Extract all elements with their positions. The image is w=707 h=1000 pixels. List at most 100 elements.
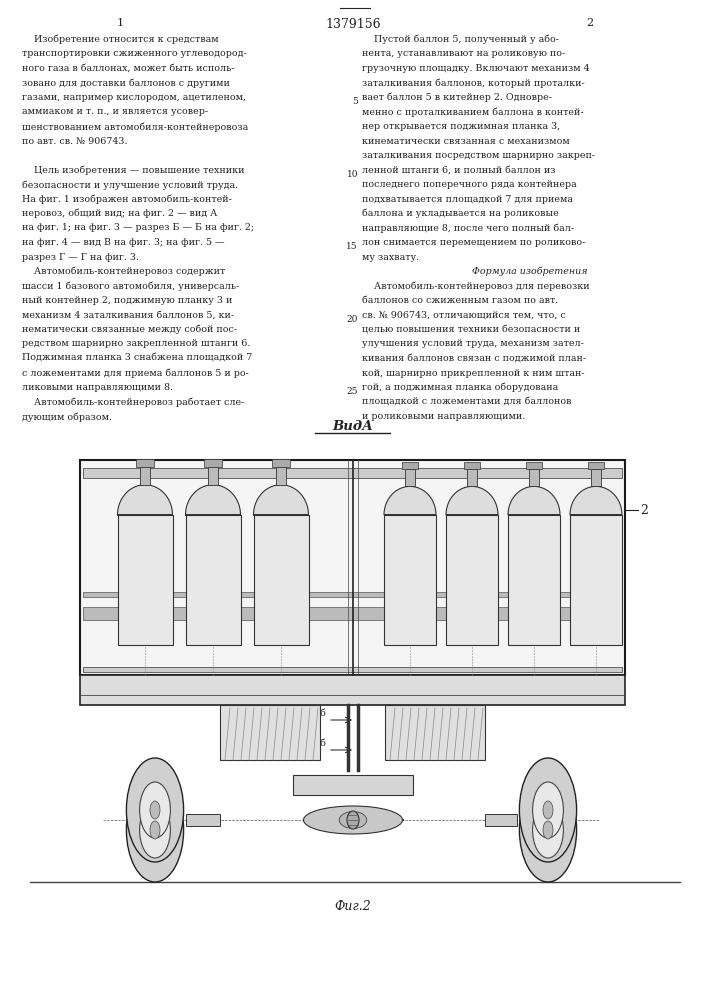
Bar: [140, 467, 150, 485]
Text: Автомобиль-контейнеровоз содержит: Автомобиль-контейнеровоз содержит: [22, 267, 226, 276]
Text: 1: 1: [117, 18, 124, 28]
Bar: [83, 592, 622, 597]
Ellipse shape: [127, 778, 184, 882]
Ellipse shape: [127, 758, 184, 862]
Ellipse shape: [139, 802, 170, 858]
Text: газами, например кислородом, ацетиленом,: газами, например кислородом, ацетиленом,: [22, 93, 246, 102]
Bar: [204, 459, 222, 467]
Text: аммиаком и т. п., и является усовер-: аммиаком и т. п., и является усовер-: [22, 107, 208, 116]
Text: последнего поперечного ряда контейнера: последнего поперечного ряда контейнера: [362, 180, 577, 189]
Bar: [254, 515, 308, 645]
Text: подхватывается площадкой 7 для приема: подхватывается площадкой 7 для приема: [362, 194, 573, 204]
Text: Изобретение относится к средствам: Изобретение относится к средствам: [22, 35, 218, 44]
Text: гой, а поджимная планка оборудована: гой, а поджимная планка оборудована: [362, 383, 559, 392]
Text: ленной штанги 6, и полный баллон из: ленной штанги 6, и полный баллон из: [362, 165, 556, 174]
Text: Пустой баллон 5, полученный у або-: Пустой баллон 5, полученный у або-: [362, 35, 559, 44]
Text: На фиг. 1 изображен автомобиль-контей-: На фиг. 1 изображен автомобиль-контей-: [22, 194, 232, 204]
Polygon shape: [446, 486, 498, 515]
Text: б: б: [319, 739, 325, 748]
Text: улучшения условий труда, механизм зател-: улучшения условий труда, механизм зател-: [362, 340, 584, 349]
Ellipse shape: [543, 821, 553, 839]
Text: зовано для доставки баллонов с другими: зовано для доставки баллонов с другими: [22, 79, 230, 88]
Bar: [83, 667, 622, 672]
Bar: [385, 705, 485, 760]
Ellipse shape: [139, 782, 170, 838]
Text: шенствованием автомобиля-контейнеровоза: шенствованием автомобиля-контейнеровоза: [22, 122, 248, 131]
Text: и роликовыми направляющими.: и роликовыми направляющими.: [362, 412, 525, 421]
Bar: [136, 459, 154, 467]
Text: на фиг. 1; на фиг. 3 — разрез Б — Б на фиг. 2;: на фиг. 1; на фиг. 3 — разрез Б — Б на ф…: [22, 224, 254, 232]
Text: вает баллон 5 в китейнер 2. Одновре-: вает баллон 5 в китейнер 2. Одновре-: [362, 93, 552, 103]
Text: б: б: [319, 709, 325, 718]
Bar: [508, 515, 560, 645]
Text: менно с проталкиванием баллона в контей-: менно с проталкиванием баллона в контей-: [362, 107, 583, 117]
Ellipse shape: [520, 778, 577, 882]
Text: заталкивания посредством шарнирно закреп-: заталкивания посредством шарнирно закреп…: [362, 151, 595, 160]
Ellipse shape: [532, 782, 563, 838]
Text: лон снимается перемещением по роликово-: лон снимается перемещением по роликово-: [362, 238, 585, 247]
Text: 25: 25: [346, 387, 358, 396]
Text: 20: 20: [346, 315, 358, 324]
Text: неровоз, общий вид; на фиг. 2 — вид А: неровоз, общий вид; на фиг. 2 — вид А: [22, 209, 217, 219]
Text: кинематически связанная с механизмом: кинематически связанная с механизмом: [362, 136, 570, 145]
Bar: [485, 814, 517, 826]
Text: транспортировки сжиженного углеводород-: транспортировки сжиженного углеводород-: [22, 49, 247, 58]
Text: механизм 4 заталкивания баллонов 5, ки-: механизм 4 заталкивания баллонов 5, ки-: [22, 310, 234, 320]
Text: ный контейнер 2, поджимную планку 3 и: ный контейнер 2, поджимную планку 3 и: [22, 296, 233, 305]
Bar: [220, 705, 320, 760]
Bar: [83, 607, 622, 620]
Bar: [80, 675, 625, 705]
Text: с ложементами для приема баллонов 5 и ро-: с ложементами для приема баллонов 5 и ро…: [22, 368, 249, 378]
Text: по авт. св. № 906743.: по авт. св. № 906743.: [22, 136, 127, 145]
Text: направляющие 8, после чего полный бал-: направляющие 8, после чего полный бал-: [362, 224, 574, 233]
Text: целью повышения техники безопасности и: целью повышения техники безопасности и: [362, 325, 580, 334]
Text: 1379156: 1379156: [325, 18, 381, 31]
Bar: [293, 775, 413, 795]
Polygon shape: [254, 485, 308, 515]
Bar: [83, 468, 622, 478]
Ellipse shape: [150, 821, 160, 839]
Text: Автомобиль-контейнеровоз работает сле-: Автомобиль-контейнеровоз работает сле-: [22, 397, 245, 407]
Ellipse shape: [543, 801, 553, 819]
Text: кой, шарнирно прикрепленной к ним штан-: кой, шарнирно прикрепленной к ним штан-: [362, 368, 585, 377]
Text: нента, устанавливают на роликовую по-: нента, устанавливают на роликовую по-: [362, 49, 566, 58]
Bar: [186, 814, 220, 826]
Bar: [276, 467, 286, 485]
Text: Формула изобретения: Формула изобретения: [472, 267, 588, 276]
Text: шасси 1 базового автомобиля, универсаль-: шасси 1 базового автомобиля, универсаль-: [22, 282, 239, 291]
Text: дующим образом.: дующим образом.: [22, 412, 112, 422]
Bar: [185, 515, 240, 645]
Bar: [80, 460, 625, 675]
Text: кивания баллонов связан с поджимой план-: кивания баллонов связан с поджимой план-: [362, 354, 586, 363]
Text: Цель изобретения — повышение техники: Цель изобретения — повышение техники: [22, 165, 245, 175]
Bar: [405, 469, 415, 486]
Text: Автомобиль-контейнеровоз для перевозки: Автомобиль-контейнеровоз для перевозки: [362, 282, 590, 291]
Bar: [588, 462, 604, 469]
Polygon shape: [508, 486, 560, 515]
Text: 2: 2: [586, 18, 594, 28]
Text: ного газа в баллонах, может быть исполь-: ного газа в баллонах, может быть исполь-: [22, 64, 235, 73]
Text: ликовыми направляющими 8.: ликовыми направляющими 8.: [22, 383, 173, 392]
Text: площадкой с ложементами для баллонов: площадкой с ложементами для баллонов: [362, 397, 571, 406]
Bar: [467, 469, 477, 486]
Ellipse shape: [532, 802, 563, 858]
Text: безопасности и улучшение условий труда.: безопасности и улучшение условий труда.: [22, 180, 238, 190]
Bar: [208, 467, 218, 485]
Bar: [525, 462, 542, 469]
Bar: [402, 462, 419, 469]
Text: Поджимная планка 3 снабжена площадкой 7: Поджимная планка 3 снабжена площадкой 7: [22, 354, 252, 363]
Text: баллона и укладывается на роликовые: баллона и укладывается на роликовые: [362, 209, 559, 219]
Text: разрез Г — Г на фиг. 3.: разрез Г — Г на фиг. 3.: [22, 252, 139, 261]
Bar: [591, 469, 601, 486]
Polygon shape: [570, 486, 622, 515]
Bar: [530, 469, 539, 486]
Ellipse shape: [339, 812, 367, 828]
Text: 15: 15: [346, 242, 358, 251]
Text: грузочную площадку. Включают механизм 4: грузочную площадку. Включают механизм 4: [362, 64, 590, 73]
Polygon shape: [117, 485, 173, 515]
Text: редством шарнирно закрепленной штанги 6.: редством шарнирно закрепленной штанги 6.: [22, 340, 250, 349]
Text: заталкивания баллонов, который проталки-: заталкивания баллонов, который проталки-: [362, 79, 585, 88]
Polygon shape: [384, 486, 436, 515]
Ellipse shape: [520, 758, 577, 862]
Text: нер открывается поджимная планка 3,: нер открывается поджимная планка 3,: [362, 122, 560, 131]
